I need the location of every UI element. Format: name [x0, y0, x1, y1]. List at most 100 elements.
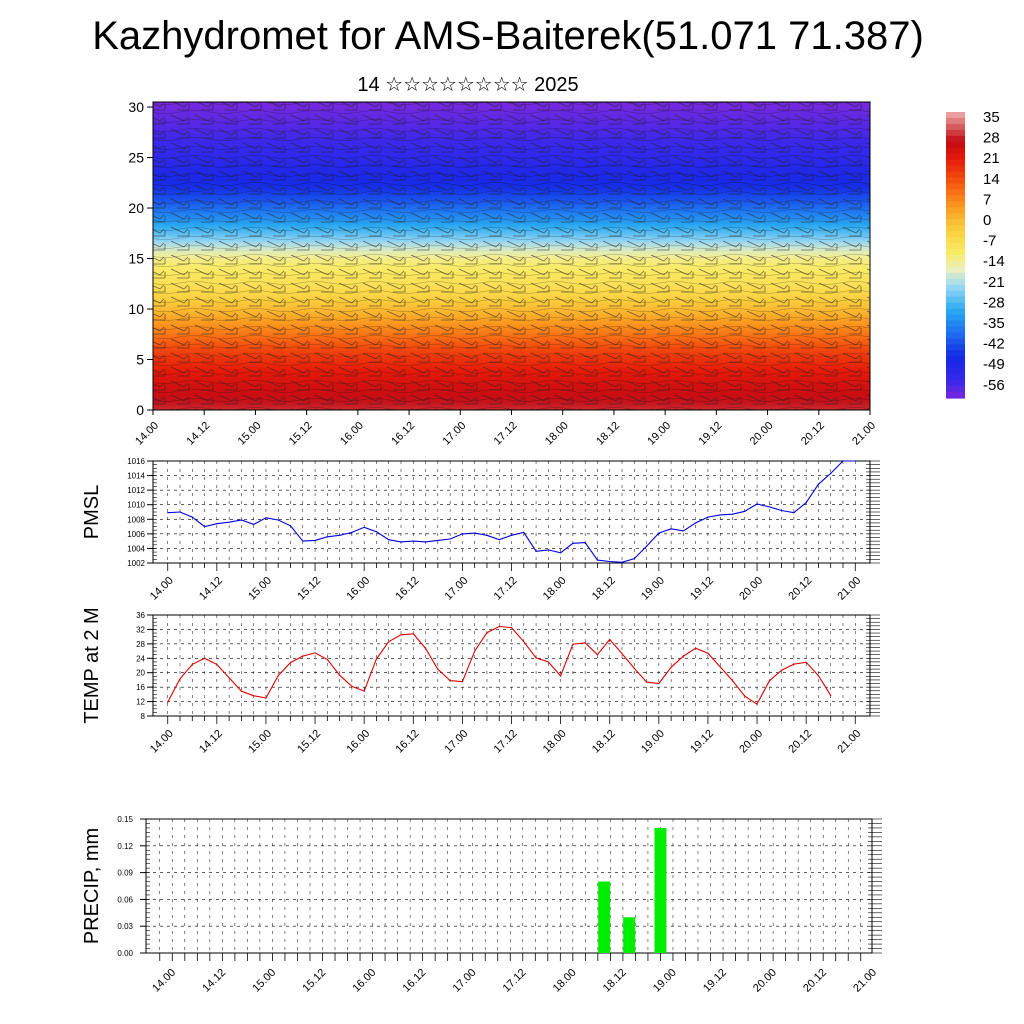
- temp-y-tick-label: 32: [136, 625, 145, 634]
- pmsl-x-tick-label: 19.00: [639, 575, 667, 603]
- temp-y-tick-label: 8: [141, 712, 146, 721]
- pmsl-data-point: [240, 519, 242, 521]
- temp-data-point: [658, 682, 660, 685]
- pmsl-data-point: [314, 539, 316, 542]
- temp-data-point: [756, 703, 758, 705]
- pmsl-data-point: [523, 531, 525, 534]
- heatmap-x-tick-label: 17.00: [440, 420, 468, 448]
- colorbar-swatch: [946, 266, 965, 274]
- temp-data-point: [363, 690, 365, 692]
- temp-data-point: [203, 657, 206, 659]
- pmsl-data-point: [265, 517, 267, 519]
- pmsl-data-point: [412, 540, 414, 542]
- colorbar-label: 14: [983, 171, 1000, 188]
- temp-data-point: [240, 690, 242, 692]
- pmsl-data-point: [781, 509, 783, 512]
- colorbar-swatch: [946, 112, 965, 119]
- colorbar-label: -56: [983, 377, 1005, 394]
- temp-data-point: [560, 675, 562, 677]
- heatmap-x-tick-label: 20.00: [748, 420, 776, 448]
- colorbar-swatch: [946, 350, 965, 357]
- pmsl-data-point: [645, 545, 648, 547]
- temp-data-point: [793, 663, 795, 665]
- colorbar-label: 0: [983, 212, 991, 229]
- temp-data-point: [584, 642, 586, 644]
- colorbar-swatch: [946, 320, 965, 328]
- temp-data-point: [572, 643, 574, 645]
- precip-x-tick-label: 14.00: [150, 967, 178, 995]
- pmsl-data-point: [216, 523, 218, 525]
- precip-y-tick-label: 0.15: [117, 815, 133, 824]
- pmsl-y-tick-label: 1006: [127, 530, 145, 539]
- temp-data-point: [228, 677, 230, 679]
- temp-x-tick-label: 16.12: [393, 728, 421, 756]
- temp-x-tick-label: 19.00: [639, 728, 667, 756]
- temp-y-tick-label: 20: [136, 669, 145, 678]
- colorbar-label: -14: [983, 253, 1005, 270]
- pmsl-data-point: [167, 512, 169, 514]
- temp-data-point: [682, 655, 684, 657]
- colorbar-label: -21: [983, 274, 1005, 291]
- temp-data-point: [781, 669, 783, 671]
- colorbar-label: 35: [983, 109, 1000, 126]
- pmsl-x-tick-label: 15.00: [246, 575, 274, 603]
- pmsl-data-point: [179, 511, 181, 513]
- pmsl-data-point: [375, 531, 378, 533]
- colorbar-swatch: [946, 374, 965, 381]
- precip-y-tick-label: 0.03: [117, 922, 133, 931]
- pmsl-data-point: [203, 525, 206, 528]
- colorbar-swatch: [946, 213, 965, 220]
- colorbar-label: -49: [983, 356, 1005, 373]
- colorbar-label: -42: [983, 336, 1005, 353]
- temp-data-point: [535, 657, 537, 659]
- pmsl-data-point: [535, 550, 537, 552]
- pmsl-x-tick-label: 18.00: [541, 575, 569, 603]
- colorbar-swatch: [946, 231, 965, 238]
- temp-x-tick-label: 14.12: [197, 728, 225, 756]
- colorbar-swatch: [946, 159, 965, 167]
- heatmap-y-tick-label: 0: [136, 402, 144, 418]
- heatmap-x-tick-label: 15.00: [236, 420, 264, 448]
- temp-data-point: [191, 663, 193, 666]
- colorbar-label: 21: [983, 150, 1000, 167]
- colorbar-swatch: [946, 284, 965, 292]
- temp-2m-panel: 8 12 16 20 24 28 32 36 14.00 14.12 15.00 15.12 16.00…: [81, 607, 880, 756]
- colorbar-swatch: [946, 195, 965, 202]
- temp-data-point: [277, 675, 279, 677]
- colorbar-swatch: [946, 296, 965, 304]
- temp-data-point: [253, 695, 255, 697]
- pmsl-data-point: [731, 513, 734, 515]
- colorbar-swatch: [946, 177, 965, 185]
- precip-x-tick-label: 14.12: [200, 967, 228, 995]
- colorbar-swatch: [946, 362, 965, 369]
- precip-bar: [654, 827, 667, 953]
- temp-x-tick-label: 21.00: [835, 728, 863, 756]
- pmsl-y-tick-label: 1002: [127, 559, 145, 568]
- colorbar-swatch: [946, 165, 965, 173]
- colorbar-swatch: [946, 392, 965, 399]
- temp-data-point: [830, 694, 832, 697]
- temp-data-point: [400, 634, 402, 636]
- colorbar-swatch: [946, 141, 965, 149]
- pmsl-y-tick-label: 1010: [127, 501, 145, 510]
- temp-data-point: [474, 650, 476, 652]
- pmsl-x-tick-label: 20.12: [786, 575, 814, 603]
- temp-data-point: [449, 680, 451, 682]
- pmsl-x-tick-label: 16.00: [344, 575, 372, 603]
- colorbar-swatch: [946, 129, 965, 137]
- pmsl-data-point: [633, 558, 635, 560]
- colorbar-swatch: [946, 302, 965, 310]
- colorbar-swatch: [946, 356, 965, 363]
- pmsl-data-point: [326, 536, 328, 538]
- pmsl-y-tick-label: 1012: [127, 486, 145, 495]
- pmsl-data-point: [547, 549, 549, 551]
- heatmap-x-tick-label: 15.12: [287, 420, 315, 448]
- temp-data-point: [805, 661, 807, 663]
- temp-data-point: [167, 701, 169, 703]
- colorbar-swatch: [946, 189, 965, 197]
- temp-data-point: [645, 681, 648, 683]
- pmsl-data-point: [584, 542, 586, 544]
- precip-x-tick-label: 16.12: [401, 967, 429, 995]
- heatmap-x-tick-label: 14.00: [133, 420, 161, 448]
- colorbar-label: -28: [983, 294, 1005, 311]
